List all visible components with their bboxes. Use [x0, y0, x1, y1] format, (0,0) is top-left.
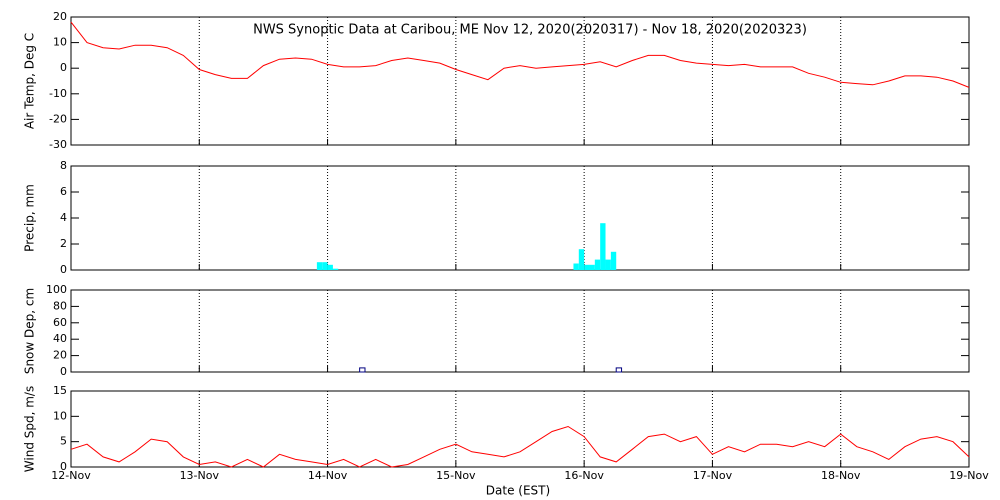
x-tick-label: 13-Nov	[180, 469, 220, 482]
y-tick-label: 5	[60, 435, 67, 448]
y-tick-label: 4	[60, 211, 67, 224]
y-tick-label: 15	[53, 384, 67, 397]
plot-frame	[70, 165, 970, 271]
y-tick-label: -30	[49, 138, 67, 151]
x-tick-label: 14-Nov	[308, 469, 348, 482]
plot-frame	[70, 390, 970, 468]
y-tick-label: 20	[53, 10, 67, 23]
bar	[327, 264, 333, 270]
data-line	[70, 425, 970, 468]
bar	[573, 263, 579, 270]
y-tick-label: 8	[60, 159, 67, 172]
bar	[359, 367, 366, 373]
bar	[589, 264, 595, 270]
bar	[316, 262, 323, 270]
y-tick-label: 40	[53, 332, 67, 345]
chart-title: NWS Synoptic Data at Caribou, ME Nov 12,…	[253, 23, 807, 38]
y-tick-label: -20	[49, 112, 67, 125]
x-tick-label: 15-Nov	[436, 469, 476, 482]
y-axis-label: Air Temp, Deg C	[23, 33, 37, 129]
x-tick-label: 17-Nov	[693, 469, 733, 482]
y-tick-label: 20	[53, 349, 67, 362]
y-tick-label: 0	[60, 460, 67, 473]
bar	[610, 251, 617, 270]
bar	[322, 262, 328, 270]
y-tick-label: 10	[53, 36, 67, 49]
y-axis-label: Precip, mm	[23, 184, 37, 252]
bar	[600, 223, 606, 270]
bar	[584, 264, 590, 270]
plot-frame	[70, 16, 970, 146]
y-tick-label: 10	[53, 409, 67, 422]
x-tick-label: 16-Nov	[564, 469, 604, 482]
y-tick-label: 0	[60, 365, 67, 378]
plot-frame	[70, 289, 970, 373]
y-tick-label: -10	[49, 87, 67, 100]
x-tick-label: 18-Nov	[821, 469, 861, 482]
bar	[605, 259, 611, 270]
y-tick-label: 80	[53, 299, 67, 312]
y-tick-label: 6	[60, 185, 67, 198]
y-tick-label: 60	[53, 316, 67, 329]
x-tick-label: 19-Nov	[949, 469, 989, 482]
bar	[578, 249, 585, 270]
y-axis-label: Wind Spd, m/s	[23, 386, 37, 472]
x-tick-label: 12-Nov	[51, 469, 91, 482]
y-tick-label: 100	[46, 283, 67, 296]
bar	[615, 367, 623, 373]
bar	[594, 259, 601, 270]
bar	[332, 268, 339, 270]
y-axis-label: Snow Dep, cm	[23, 288, 37, 374]
y-tick-label: 2	[60, 237, 67, 250]
data-line	[70, 21, 970, 88]
y-tick-label: 0	[60, 61, 67, 74]
y-tick-label: 0	[60, 263, 67, 276]
x-axis-label: Date (EST)	[486, 484, 550, 498]
